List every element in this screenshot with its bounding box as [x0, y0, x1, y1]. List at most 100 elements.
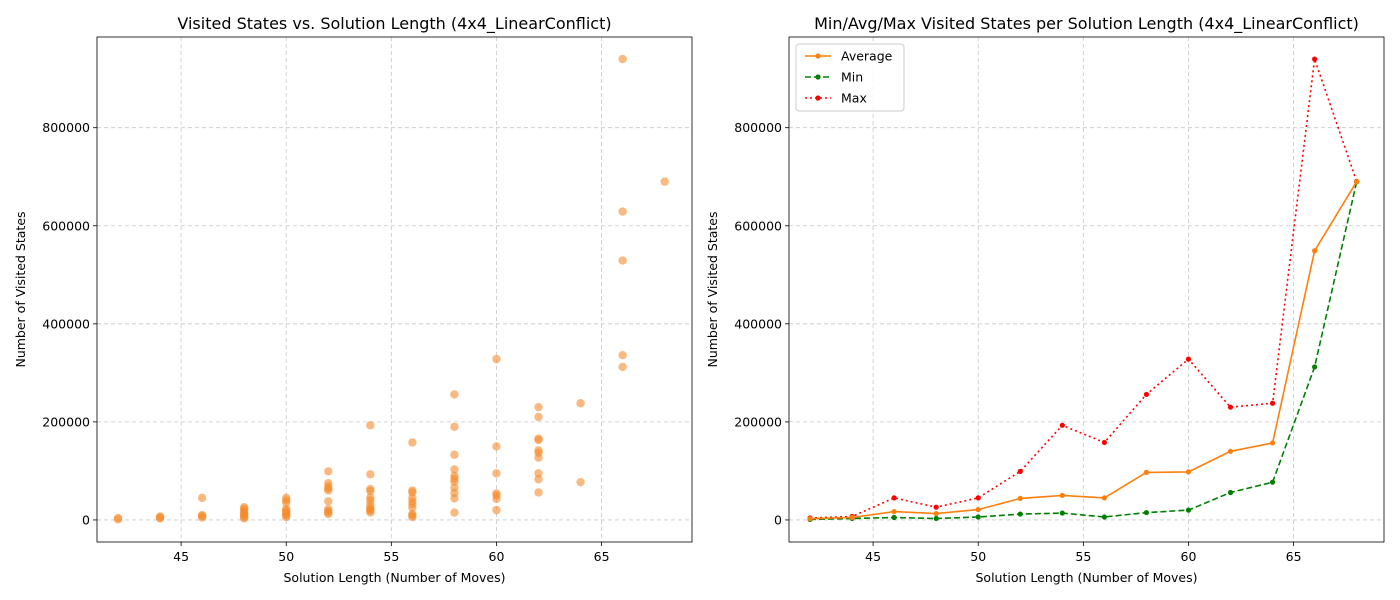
scatter-point — [366, 421, 375, 430]
chart-title: Min/Avg/Max Visited States per Solution … — [814, 14, 1359, 34]
series-point-average — [1143, 469, 1150, 475]
series-point-min — [1185, 507, 1192, 513]
scatter-point — [366, 484, 375, 494]
y-axis-label: Number of Visited States — [705, 211, 720, 367]
scatter-point — [450, 450, 459, 459]
scatter-point — [282, 504, 291, 514]
series-point-average — [1185, 469, 1192, 475]
scatter-point — [155, 512, 165, 521]
scatter-point — [450, 465, 459, 474]
legend-marker-max — [815, 95, 821, 101]
scatter-point — [324, 478, 333, 488]
x-tick-label: 55 — [1075, 549, 1091, 564]
series-point-average — [807, 516, 813, 522]
series-point-max — [1143, 391, 1150, 398]
scatter-point — [408, 438, 417, 447]
legend-label-average: Average — [841, 49, 893, 64]
series-point-average — [1354, 179, 1360, 185]
scatter-point — [450, 471, 459, 481]
y-tick-label: 400000 — [42, 316, 90, 331]
legend-label-min: Min — [841, 70, 863, 85]
series-point-max — [1227, 404, 1234, 410]
y-tick-label: 200000 — [42, 414, 90, 429]
scatter-point — [450, 422, 459, 431]
series-point-min — [1101, 514, 1107, 520]
scatter-point — [113, 513, 123, 523]
series-point-average — [975, 507, 981, 513]
x-tick-label: 45 — [865, 549, 881, 564]
scatter-point — [534, 446, 543, 455]
series-point-max — [975, 495, 981, 501]
scatter-point — [197, 493, 207, 503]
scatter-point — [660, 177, 669, 186]
series-line-max — [809, 58, 1358, 519]
scatter-point — [534, 434, 543, 443]
series-point-min — [1312, 364, 1318, 370]
series-point-max — [1017, 468, 1023, 474]
scatter-point — [492, 469, 501, 478]
x-tick-label: 45 — [173, 549, 189, 564]
scatter-point — [618, 362, 627, 372]
y-tick-label: 0 — [774, 512, 782, 527]
scatter-point — [534, 475, 543, 484]
y-tick-label: 800000 — [734, 120, 782, 135]
x-axis-label: Solution Length (Number of Moves) — [976, 570, 1198, 585]
y-tick-label: 400000 — [734, 316, 782, 331]
series-point-average — [1312, 248, 1318, 254]
scatter-point — [450, 508, 459, 517]
series-point-min — [975, 514, 981, 520]
series-point-average — [891, 509, 897, 515]
x-tick-label: 50 — [970, 549, 986, 564]
scatter-point — [534, 469, 543, 478]
plot-frame — [788, 36, 1385, 543]
series-point-average — [1227, 448, 1234, 454]
x-tick-label: 60 — [489, 549, 505, 564]
series-point-average — [849, 514, 855, 521]
scatter-point — [197, 510, 207, 520]
x-axis-label: Solution Length (Number of Moves) — [284, 570, 506, 585]
scatter-point — [618, 54, 627, 64]
series-point-max — [1269, 400, 1276, 406]
y-tick-label: 800000 — [42, 120, 90, 135]
legend-marker-min — [815, 74, 821, 80]
x-tick-label: 60 — [1181, 549, 1197, 564]
legend-box — [795, 43, 905, 112]
scatter-point — [324, 467, 333, 476]
series-point-min — [1143, 509, 1150, 516]
scatter-point — [576, 477, 585, 487]
series-point-average — [1059, 492, 1065, 499]
scatter-point — [492, 442, 501, 451]
y-tick-label: 600000 — [734, 218, 782, 233]
legend: Average Min Max — [795, 43, 905, 112]
series-point-min — [1269, 479, 1276, 485]
series-point-max — [1185, 356, 1192, 362]
x-tick-label: 65 — [1286, 549, 1302, 564]
series-point-min — [891, 514, 897, 521]
series-point-min — [1017, 511, 1023, 517]
y-axis-label: Number of Visited States — [13, 211, 28, 367]
legend-marker-average — [815, 53, 821, 59]
series-point-min — [1059, 510, 1065, 516]
scatter-chart: 45 50 55 60 65 0 200000 400000 600000 800000 Visit… — [13, 14, 693, 585]
chart-title: Visited States vs. Solution Length (4x4_… — [177, 14, 611, 34]
series-point-max — [933, 504, 939, 510]
scatter-point — [408, 509, 417, 519]
scatter-point — [324, 497, 333, 506]
scatter-point — [450, 483, 459, 492]
x-tick-label: 65 — [594, 549, 610, 564]
series-point-max — [891, 495, 897, 501]
scatter-point — [366, 470, 375, 479]
series-point-max — [1059, 422, 1065, 428]
scatter-point — [239, 502, 249, 512]
series-point-min — [1227, 489, 1234, 496]
series-point-max — [1312, 56, 1318, 62]
series-point-max — [1101, 439, 1107, 446]
scatter-point — [618, 350, 627, 360]
scatter-point — [492, 354, 501, 364]
scatter-point — [366, 493, 375, 502]
series-line-min — [809, 181, 1358, 521]
line-chart: 45 50 55 60 65 0 200000 400000 600000 800000 Min/A… — [705, 14, 1385, 585]
legend-label-max: Max — [841, 91, 867, 106]
series-line-average — [809, 181, 1358, 520]
